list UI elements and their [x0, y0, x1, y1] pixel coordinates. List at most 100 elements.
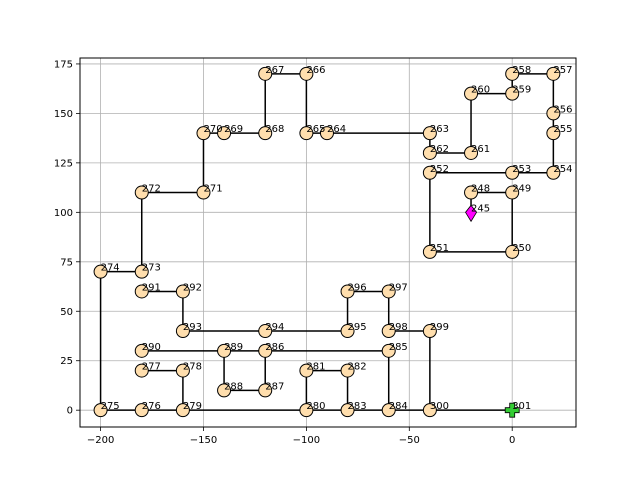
node-point: [93, 264, 108, 279]
end-marker: [504, 402, 520, 418]
node-label: 294: [265, 322, 284, 333]
y-tick-label: 75: [60, 257, 73, 268]
node-point: [134, 363, 149, 378]
node-label: 297: [389, 282, 408, 293]
node-label: 295: [348, 322, 367, 333]
node-point: [422, 244, 437, 259]
node-label: 301: [512, 401, 531, 412]
node-label: 279: [183, 401, 202, 412]
node-label: 281: [306, 362, 325, 373]
node-point: [258, 66, 273, 81]
node-label: 300: [430, 401, 449, 412]
node-label: 290: [142, 342, 161, 353]
node-label: 298: [389, 322, 408, 333]
node-point: [299, 126, 314, 141]
node-label: 262: [430, 144, 449, 155]
node-label: 276: [142, 401, 161, 412]
node-point: [340, 403, 355, 418]
node-label: 266: [306, 65, 325, 76]
node-point: [134, 284, 149, 299]
node-point: [422, 126, 437, 141]
node-point: [546, 106, 561, 121]
node-label: 249: [512, 184, 531, 195]
node-label: 248: [471, 184, 490, 195]
node-point: [319, 126, 334, 141]
node-label: 253: [512, 164, 531, 175]
node-label: 288: [224, 381, 243, 392]
node-point: [340, 324, 355, 339]
node-label: 267: [265, 65, 284, 76]
node-label: 275: [101, 401, 120, 412]
node-label: 254: [553, 164, 572, 175]
node-point: [134, 264, 149, 279]
x-tick-label: 0: [509, 435, 515, 446]
node-point: [422, 165, 437, 180]
node-point: [175, 403, 190, 418]
node-label: 284: [389, 401, 408, 412]
node-point: [505, 185, 520, 200]
node-label: 299: [430, 322, 449, 333]
node-point: [546, 66, 561, 81]
node-point: [258, 126, 273, 141]
node-label: 273: [142, 263, 161, 274]
node-label: 296: [348, 282, 367, 293]
node-label: 261: [471, 144, 490, 155]
node-point: [175, 284, 190, 299]
x-tick-label: −150: [190, 435, 217, 446]
node-label: 258: [512, 65, 531, 76]
node-point: [381, 403, 396, 418]
y-tick-label: 25: [60, 356, 73, 367]
node-label: 270: [203, 124, 222, 135]
node-label: 291: [142, 282, 161, 293]
node-label: 268: [265, 124, 284, 135]
node-point: [505, 66, 520, 81]
node-label: 255: [553, 124, 572, 135]
node-label: 265: [306, 124, 325, 135]
markers: [465, 204, 520, 418]
x-tick-label: −200: [87, 435, 114, 446]
x-tick-label: −50: [399, 435, 420, 446]
node-label: 260: [471, 85, 490, 96]
node-point: [299, 403, 314, 418]
node-label: 293: [183, 322, 202, 333]
node-point: [258, 343, 273, 358]
y-tick-label: 150: [54, 109, 73, 120]
y-tick-label: 125: [54, 158, 73, 169]
node-label: 289: [224, 342, 243, 353]
nodes: [93, 66, 561, 418]
node-label: 271: [203, 184, 222, 195]
plot-frame: [79, 57, 577, 428]
node-label: 245: [471, 203, 490, 214]
node-point: [422, 324, 437, 339]
node-point: [134, 343, 149, 358]
y-tick-label: 100: [54, 208, 73, 219]
node-label: 250: [512, 243, 531, 254]
node-label: 292: [183, 282, 202, 293]
node-label: 285: [389, 342, 408, 353]
node-label: 278: [183, 362, 202, 373]
node-label: 259: [512, 85, 531, 96]
y-tick-label: 50: [60, 307, 73, 318]
node-point: [134, 185, 149, 200]
node-point: [196, 126, 211, 141]
node-label: 277: [142, 362, 161, 373]
node-label: 256: [553, 104, 572, 115]
node-label: 287: [265, 381, 284, 392]
node-point: [546, 165, 561, 180]
node-point: [299, 363, 314, 378]
node-label: 272: [142, 184, 161, 195]
node-point: [175, 324, 190, 339]
node-point: [134, 403, 149, 418]
node-label: 280: [306, 401, 325, 412]
node-point: [546, 126, 561, 141]
node-label: 251: [430, 243, 449, 254]
node-point: [422, 145, 437, 160]
node-point: [93, 403, 108, 418]
node-point: [196, 185, 211, 200]
node-point: [340, 284, 355, 299]
start-marker: [465, 204, 478, 223]
node-point: [340, 363, 355, 378]
node-label: 274: [101, 263, 120, 274]
